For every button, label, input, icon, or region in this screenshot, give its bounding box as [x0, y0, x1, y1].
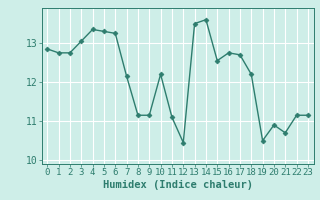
- X-axis label: Humidex (Indice chaleur): Humidex (Indice chaleur): [103, 180, 252, 190]
